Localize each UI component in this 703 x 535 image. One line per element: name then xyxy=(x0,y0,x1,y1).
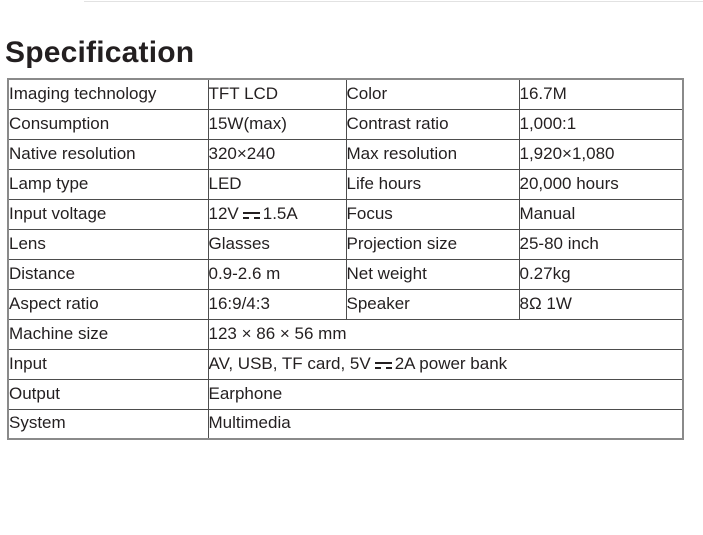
spec-value-cell: Earphone xyxy=(207,378,684,410)
spec-label-cell: Projection size xyxy=(345,228,520,260)
voltage-value-prefix: 12V xyxy=(208,203,239,223)
page-title: Specification xyxy=(5,36,195,70)
table-row: Lamp type LED Life hours 20,000 hours xyxy=(7,168,684,200)
spec-label-cell: Contrast ratio xyxy=(345,108,520,140)
table-row: Input voltage 12V 1.5A Focus Manual xyxy=(7,198,684,230)
spec-value-cell: 25-80 inch xyxy=(518,228,684,260)
spec-label-cell: Imaging technology xyxy=(7,78,209,110)
spec-value-cell: Manual xyxy=(518,198,684,230)
spec-label-cell: System xyxy=(7,408,209,440)
spec-value-cell: 16:9/4:3 xyxy=(207,288,347,320)
table-row: Consumption 15W(max) Contrast ratio 1,00… xyxy=(7,108,684,140)
spec-label-cell: Input xyxy=(7,348,209,380)
spec-label-cell: Focus xyxy=(345,198,520,230)
table-row: Input AV, USB, TF card, 5V 2A power bank xyxy=(7,348,684,380)
spec-label-cell: Output xyxy=(7,378,209,410)
input-value-prefix: AV, USB, TF card, 5V xyxy=(208,353,371,373)
spec-value-cell: 15W(max) xyxy=(207,108,347,140)
table-row: Native resolution 320×240 Max resolution… xyxy=(7,138,684,170)
table-row: Imaging technology TFT LCD Color 16.7M xyxy=(7,78,684,110)
spec-value-cell: 16.7M xyxy=(518,78,684,110)
spec-value-cell: LED xyxy=(207,168,347,200)
spec-label-cell: Net weight xyxy=(345,258,520,290)
spec-value-cell: 1,920×1,080 xyxy=(518,138,684,170)
spec-label-cell: Lamp type xyxy=(7,168,209,200)
spec-value-cell: TFT LCD xyxy=(207,78,347,110)
table-row: Lens Glasses Projection size 25-80 inch xyxy=(7,228,684,260)
table-row: Machine size 123 × 86 × 56 mm xyxy=(7,318,684,350)
spec-value-cell: 320×240 xyxy=(207,138,347,170)
voltage-value-suffix: 1.5A xyxy=(262,203,298,223)
dc-symbol-icon xyxy=(242,211,260,220)
table-row: Aspect ratio 16:9/4:3 Speaker 8Ω 1W xyxy=(7,288,684,320)
spec-label-cell: Aspect ratio xyxy=(7,288,209,320)
specification-table: Imaging technology TFT LCD Color 16.7M C… xyxy=(7,78,684,440)
spec-value-cell: 0.27kg xyxy=(518,258,684,290)
spec-label-cell: Speaker xyxy=(345,288,520,320)
spec-label-cell: Lens xyxy=(7,228,209,260)
input-value-suffix: 2A power bank xyxy=(394,353,508,373)
spec-label-cell: Native resolution xyxy=(7,138,209,170)
spec-label-cell: Distance xyxy=(7,258,209,290)
table-row: Output Earphone xyxy=(7,378,684,410)
top-edge-line xyxy=(84,1,703,2)
spec-value-cell: 123 × 86 × 56 mm xyxy=(207,318,684,350)
spec-label-cell: Life hours xyxy=(345,168,520,200)
spec-label-cell: Input voltage xyxy=(7,198,209,230)
spec-label-cell: Max resolution xyxy=(345,138,520,170)
dc-symbol-icon xyxy=(374,361,392,370)
spec-label-cell: Machine size xyxy=(7,318,209,350)
spec-value-cell: Multimedia xyxy=(207,408,684,440)
spec-label-cell: Consumption xyxy=(7,108,209,140)
spec-value-cell: AV, USB, TF card, 5V 2A power bank xyxy=(207,348,684,380)
spec-value-cell: 1,000:1 xyxy=(518,108,684,140)
table-row: System Multimedia xyxy=(7,408,684,440)
table-row: Distance 0.9-2.6 m Net weight 0.27kg xyxy=(7,258,684,290)
spec-value-cell: 12V 1.5A xyxy=(207,198,347,230)
spec-value-cell: 8Ω 1W xyxy=(518,288,684,320)
spec-value-cell: 20,000 hours xyxy=(518,168,684,200)
spec-value-cell: Glasses xyxy=(207,228,347,260)
spec-label-cell: Color xyxy=(345,78,520,110)
spec-value-cell: 0.9-2.6 m xyxy=(207,258,347,290)
